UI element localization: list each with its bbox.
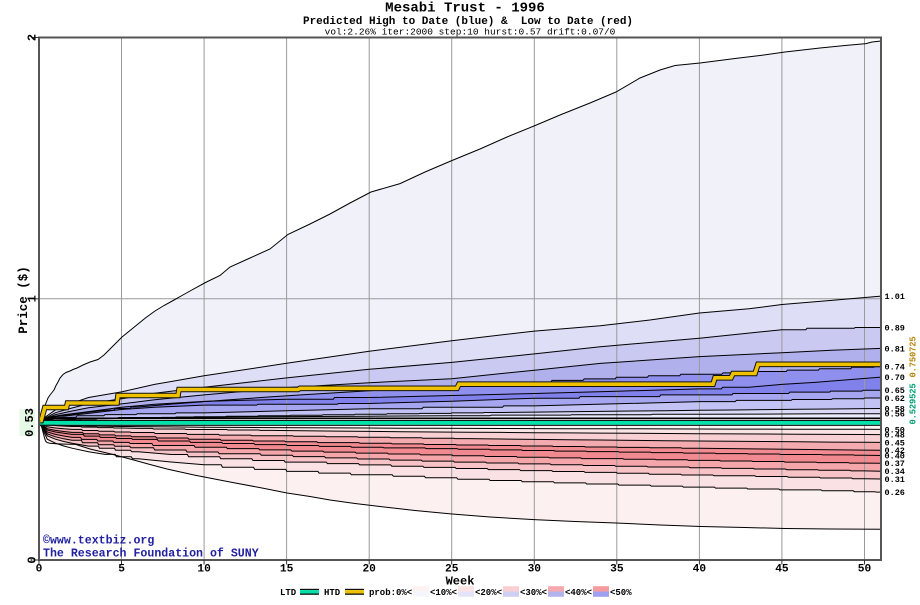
- svg-text:0.65: 0.65: [885, 386, 905, 396]
- svg-text:50: 50: [858, 564, 872, 576]
- svg-text:30: 30: [528, 564, 542, 576]
- svg-text:LTD: LTD: [280, 588, 297, 598]
- svg-text:1.01: 1.01: [885, 292, 905, 302]
- svg-text:0.81: 0.81: [885, 344, 905, 354]
- svg-text:20: 20: [362, 564, 376, 576]
- svg-text:0.40: 0.40: [885, 451, 905, 461]
- svg-text:0.50: 0.50: [885, 425, 905, 435]
- svg-text:35: 35: [610, 564, 624, 576]
- svg-text:5: 5: [118, 564, 125, 576]
- svg-text:vol:2.26% iter:2000 step:10 hu: vol:2.26% iter:2000 step:10 hurst:0.57 d…: [325, 27, 616, 38]
- svg-text:25: 25: [445, 564, 459, 576]
- svg-text:0.53: 0.53: [23, 408, 37, 437]
- svg-text:<20%<: <20%<: [475, 588, 502, 598]
- svg-text:Price ($): Price ($): [17, 266, 31, 334]
- svg-text:1: 1: [26, 295, 40, 302]
- svg-text:Predicted High to Date (blue): Predicted High to Date (blue) & Low to D…: [303, 16, 633, 28]
- svg-text:Mesabi Trust - 1996: Mesabi Trust - 1996: [385, 1, 545, 17]
- svg-text:0.56: 0.56: [885, 410, 905, 420]
- svg-text:0.529525: 0.529525: [909, 383, 919, 424]
- svg-text:0.42: 0.42: [885, 446, 905, 456]
- svg-text:0.62: 0.62: [885, 394, 905, 404]
- svg-text:0.34: 0.34: [885, 467, 905, 477]
- svg-text:0.74: 0.74: [885, 363, 905, 373]
- svg-text:0.89: 0.89: [885, 323, 905, 333]
- svg-text:HTD: HTD: [324, 588, 341, 598]
- svg-text:prob:0%<: prob:0%<: [369, 588, 412, 598]
- svg-text:<10%<: <10%<: [430, 588, 457, 598]
- svg-text:2: 2: [26, 34, 40, 41]
- svg-text:45: 45: [775, 564, 789, 576]
- svg-text:40: 40: [693, 564, 707, 576]
- svg-text:0.58: 0.58: [885, 404, 905, 414]
- svg-text:0: 0: [26, 556, 40, 563]
- svg-text:0.37: 0.37: [885, 459, 905, 469]
- svg-text:<40%<: <40%<: [565, 588, 592, 598]
- svg-text:<50%: <50%: [610, 588, 632, 598]
- svg-text:10: 10: [197, 564, 211, 576]
- svg-text:0.31: 0.31: [885, 475, 905, 485]
- svg-text:©www.textbiz.org: ©www.textbiz.org: [43, 535, 154, 548]
- svg-text:Week: Week: [446, 575, 475, 589]
- svg-text:0: 0: [36, 564, 43, 576]
- svg-text:0.26: 0.26: [885, 488, 905, 498]
- svg-text:15: 15: [280, 564, 294, 576]
- svg-text:0.45: 0.45: [885, 438, 905, 448]
- svg-text:<30%<: <30%<: [520, 588, 547, 598]
- svg-text:The Research Foundation of SUN: The Research Foundation of SUNY: [43, 548, 259, 561]
- svg-text:0.70: 0.70: [885, 373, 905, 383]
- svg-text:0.48: 0.48: [885, 431, 905, 441]
- svg-text:0.750725: 0.750725: [909, 336, 919, 377]
